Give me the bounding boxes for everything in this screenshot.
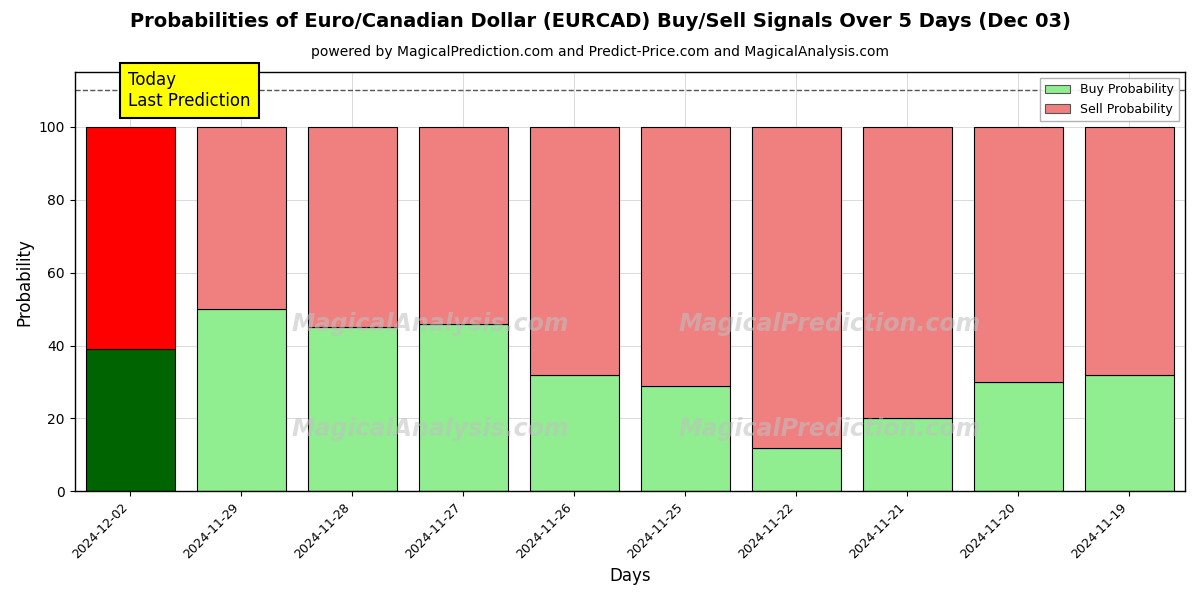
- Bar: [197, 127, 286, 309]
- Bar: [419, 127, 508, 323]
- Bar: [641, 127, 730, 386]
- Bar: [752, 448, 841, 491]
- Bar: [863, 127, 952, 418]
- Bar: [1085, 375, 1174, 491]
- Bar: [85, 349, 174, 491]
- Bar: [419, 323, 508, 491]
- Bar: [974, 382, 1063, 491]
- Bar: [85, 127, 174, 349]
- Bar: [308, 328, 397, 491]
- Legend: Buy Probability, Sell Probability: Buy Probability, Sell Probability: [1040, 78, 1178, 121]
- Y-axis label: Probability: Probability: [16, 238, 34, 326]
- Text: MagicalAnalysis.com: MagicalAnalysis.com: [292, 311, 569, 335]
- Bar: [641, 386, 730, 491]
- Text: Probabilities of Euro/Canadian Dollar (EURCAD) Buy/Sell Signals Over 5 Days (Dec: Probabilities of Euro/Canadian Dollar (E…: [130, 12, 1070, 31]
- Text: MagicalPrediction.com: MagicalPrediction.com: [678, 311, 980, 335]
- Bar: [308, 127, 397, 328]
- Text: Today
Last Prediction: Today Last Prediction: [128, 71, 251, 110]
- Bar: [863, 418, 952, 491]
- Bar: [974, 127, 1063, 382]
- Bar: [197, 309, 286, 491]
- Bar: [530, 375, 619, 491]
- Bar: [530, 127, 619, 375]
- Text: MagicalAnalysis.com: MagicalAnalysis.com: [292, 416, 569, 440]
- Text: MagicalPrediction.com: MagicalPrediction.com: [678, 416, 980, 440]
- Bar: [1085, 127, 1174, 375]
- Bar: [752, 127, 841, 448]
- X-axis label: Days: Days: [610, 567, 650, 585]
- Text: powered by MagicalPrediction.com and Predict-Price.com and MagicalAnalysis.com: powered by MagicalPrediction.com and Pre…: [311, 45, 889, 59]
